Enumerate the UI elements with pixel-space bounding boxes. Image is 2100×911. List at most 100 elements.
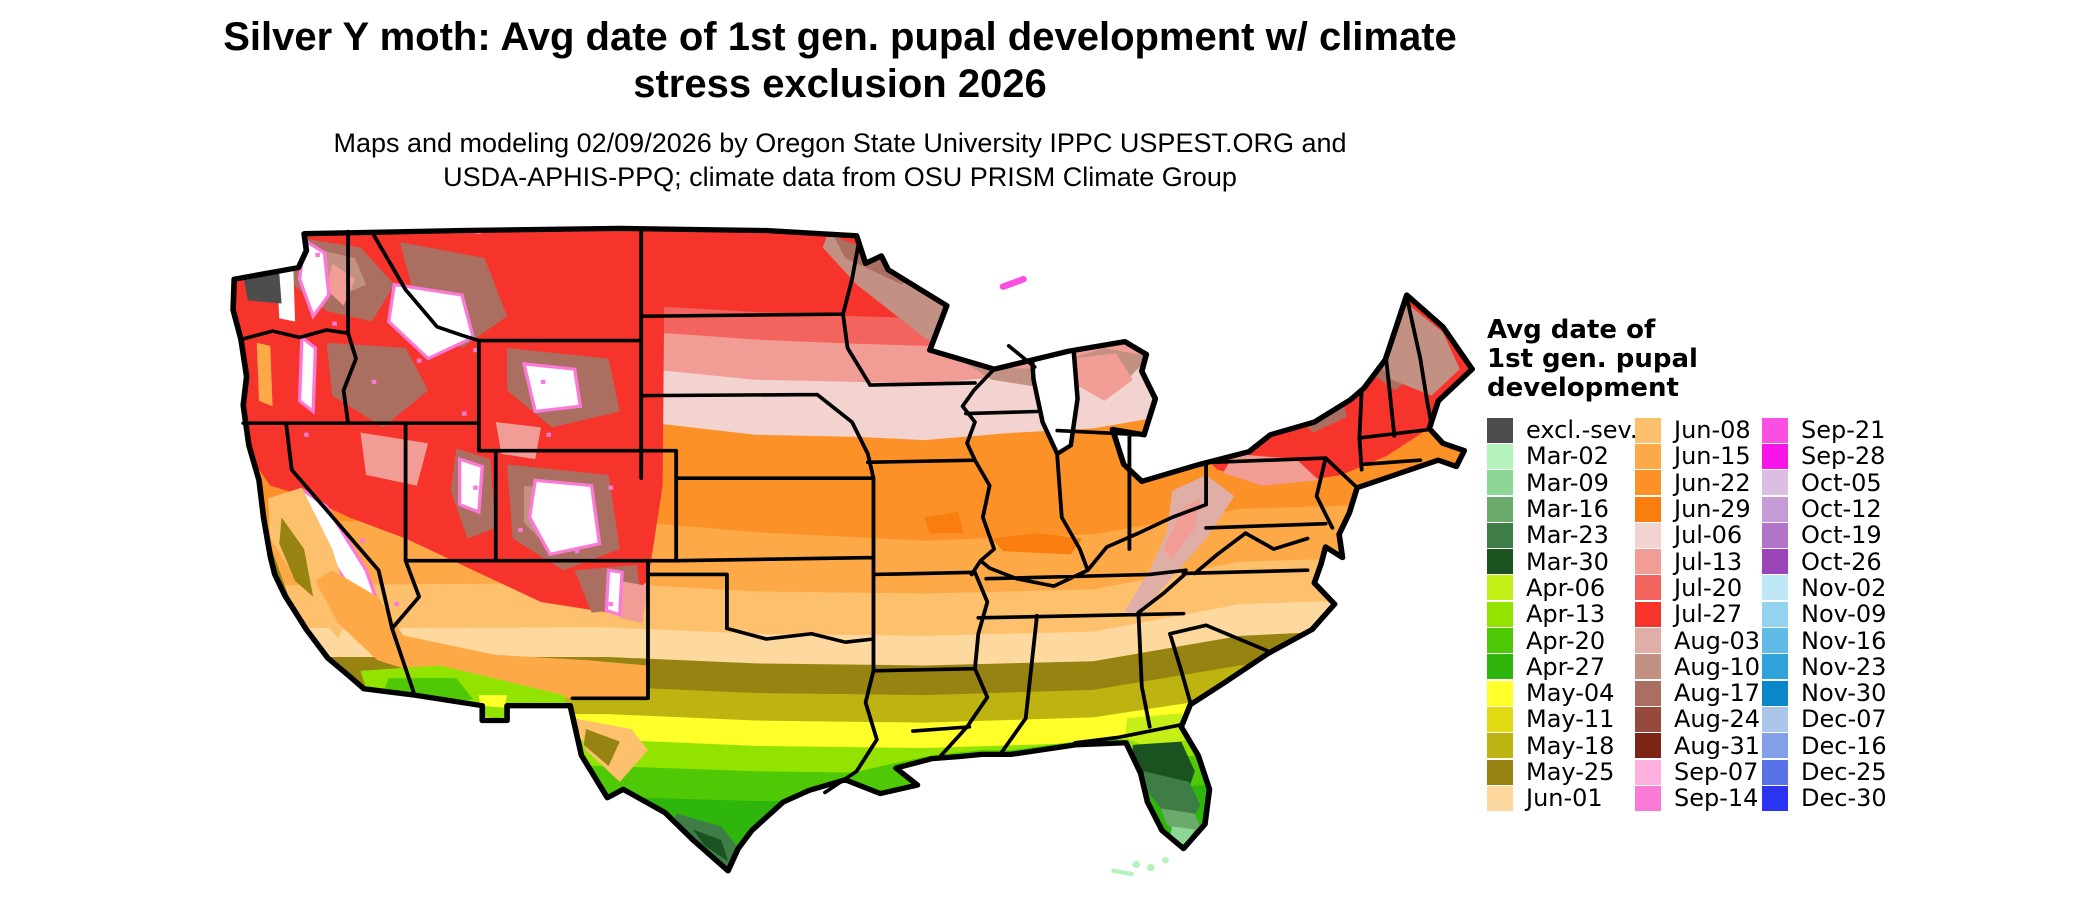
legend-column-3: Sep-21 Sep-28 Oct-05 Oct-12 Oct-19 Oct-26 Nov-… (1762, 416, 1887, 812)
legend-entry: Aug-31 (1635, 731, 1761, 760)
legend-label: Jun-08 (1674, 416, 1751, 445)
legend-swatch-Apr-27 (1487, 654, 1513, 680)
legend-swatch-Jul-13 (1635, 549, 1661, 575)
legend-swatch-May-04 (1487, 680, 1513, 706)
legend-entry: Nov-09 (1762, 600, 1887, 629)
legend-entry: Jul-06 (1635, 521, 1760, 550)
legend-entry: May-04 (1487, 679, 1638, 707)
legend-label: Mar-23 (1526, 521, 1609, 550)
subtitle-line1: Maps and modeling 02/09/2026 by Oregon S… (333, 128, 1347, 158)
legend-swatch-Dec-07 (1762, 706, 1788, 732)
legend-label: Oct-05 (1801, 468, 1882, 497)
legend-label: May-11 (1526, 705, 1615, 734)
appalachian-pink (1163, 498, 1201, 560)
legend-label: Jul-13 (1674, 547, 1743, 576)
legend-entry: Nov-16 (1762, 627, 1887, 655)
legend-swatch-Nov-16 (1762, 628, 1788, 654)
band-apr13 (233, 720, 1473, 871)
legend-swatch-Oct-19 (1762, 522, 1788, 548)
legend-swatch-Mar-23 (1487, 522, 1513, 548)
legend-swatch-Jun-29 (1635, 496, 1661, 522)
legend-label: Nov-02 (1801, 573, 1887, 602)
legend-entry: Jun-15 (1635, 442, 1760, 470)
legend-swatch-Jun-01 (1487, 785, 1513, 811)
legend-swatch-Jun-15 (1635, 443, 1661, 469)
legend-label: Jul-20 (1674, 573, 1743, 602)
legend-swatch-Aug-24 (1635, 706, 1661, 732)
legend-entry: Jun-29 (1635, 495, 1760, 523)
legend-label: Apr-13 (1526, 600, 1606, 629)
legend-entry: Sep-07 (1635, 758, 1760, 786)
ca-valley-core (279, 517, 314, 597)
legend-swatch-Aug-17 (1635, 680, 1661, 706)
legend-entry: excl.-sev. (1487, 416, 1638, 444)
legend-entry: Dec-07 (1762, 705, 1887, 734)
mi-north-pink (1070, 353, 1133, 401)
map-legend: Avg date of 1st gen. pupal development e… (1487, 316, 2047, 817)
legend-entry: Apr-13 (1487, 600, 1638, 629)
legend-label: Jun-22 (1674, 468, 1751, 497)
legend-label: Nov-09 (1801, 600, 1887, 629)
legend-swatch-Mar-02 (1487, 443, 1513, 469)
legend-entry: Jun-22 (1635, 468, 1760, 497)
title-line2: stress exclusion 2026 (633, 62, 1047, 106)
legend-swatch-Sep-07 (1635, 759, 1661, 785)
legend-swatch-Apr-06 (1487, 575, 1513, 601)
legend-label: Apr-27 (1526, 652, 1606, 681)
band-apr27 (233, 779, 1473, 871)
legend-label: Sep-14 (1674, 784, 1759, 813)
legend-label: Dec-07 (1801, 705, 1887, 734)
legend-label: Oct-12 (1801, 495, 1882, 524)
legend-entry: Aug-17 (1635, 679, 1760, 707)
legend-swatch-Oct-12 (1762, 496, 1788, 522)
legend-label: Oct-19 (1801, 521, 1882, 550)
legend-entry: May-18 (1487, 732, 1638, 760)
legend-swatch-Sep-21 (1762, 417, 1788, 443)
legend-entry: Sep-28 (1762, 442, 1887, 470)
legend-swatch-May-25 (1487, 759, 1513, 785)
legend-entry: Apr-06 (1487, 573, 1638, 602)
legend-swatch-Aug-03 (1635, 628, 1661, 654)
legend-title: Avg date of 1st gen. pupal development (1487, 315, 1698, 403)
fl-central-green (1144, 771, 1201, 825)
legend-label: Nov-30 (1801, 679, 1887, 708)
legend-entry: Sep-14 (1635, 784, 1760, 813)
legend-label: Sep-21 (1801, 416, 1886, 445)
big-bend-olive (583, 728, 620, 767)
legend-entry: Aug-03 (1635, 627, 1760, 655)
state-borders (239, 229, 1434, 795)
legend-label: Aug-24 (1674, 705, 1761, 734)
legend-swatch-Sep-14 (1635, 785, 1661, 811)
legend-entry: Oct-26 (1762, 547, 1887, 576)
willamette-orange (256, 342, 273, 407)
legend-swatch-Aug-10 (1635, 654, 1661, 680)
legend-label: Oct-26 (1801, 547, 1882, 576)
legend-label: Mar-16 (1526, 495, 1609, 524)
legend-entry: Aug-24 (1635, 705, 1761, 734)
legend-swatch-Mar-16 (1487, 496, 1513, 522)
legend-swatch-Dec-25 (1762, 759, 1788, 785)
legend-label: Mar-02 (1526, 442, 1609, 471)
legend-column-1: excl.-sev. Mar-02 Mar-09 Mar-16 Mar-23 Mar-30… (1487, 416, 1638, 812)
legend-label: Apr-06 (1526, 573, 1606, 602)
legend-label: Apr-20 (1526, 626, 1606, 655)
legend-label: Aug-31 (1674, 731, 1761, 760)
legend-entry: Oct-19 (1762, 521, 1887, 550)
legend-entry: Mar-16 (1487, 495, 1638, 524)
legend-swatch-Jul-20 (1635, 575, 1661, 601)
legend-entry: May-11 (1487, 705, 1638, 734)
legend-swatch-Oct-05 (1762, 470, 1788, 496)
legend-entry: Aug-10 (1635, 653, 1760, 681)
mo-orange (924, 512, 964, 534)
legend-swatch-Mar-30 (1487, 549, 1513, 575)
south-texas-dark (693, 829, 729, 862)
legend-label: Jul-06 (1674, 521, 1743, 550)
page-title: Silver Y moth: Avg date of 1st gen. pupa… (0, 14, 1680, 108)
legend-swatch-Aug-31 (1635, 733, 1661, 759)
legend-entry: Dec-25 (1762, 758, 1887, 786)
legend-label: Nov-23 (1801, 652, 1887, 681)
florida-keys (1111, 857, 1169, 877)
legend-label: Dec-16 (1801, 731, 1887, 760)
legend-swatch-Nov-30 (1762, 680, 1788, 706)
legend-swatch-Jun-22 (1635, 470, 1661, 496)
